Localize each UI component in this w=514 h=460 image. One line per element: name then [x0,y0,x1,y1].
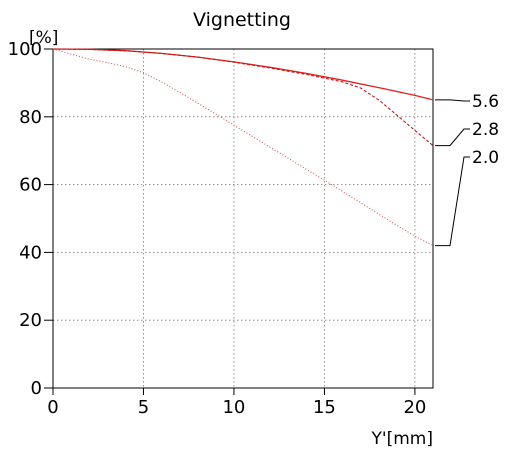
plot-frame [52,48,434,389]
x-tick-label: 0 [47,397,58,418]
grid-lines [53,49,433,388]
legend-leader-line [435,128,470,147]
y-axis-label: [%] [29,28,58,48]
x-tick-label: 10 [222,397,245,418]
legend-label: 2.8 [472,120,499,140]
legend-label: 5.6 [472,92,499,112]
series-line-5-6 [52,48,434,101]
y-tick-label: 20 [19,310,42,331]
y-tick-label: 0 [31,378,42,399]
chart-title: Vignetting [193,9,291,31]
tick-labels: 0 5 10 15 20 0 20 40 60 80 100 [8,39,427,418]
legend-label: 2.0 [472,148,499,168]
x-tick-label: 15 [313,397,336,418]
y-tick-label: 80 [19,107,42,128]
axes [44,48,434,395]
legend-leader-line [435,156,470,247]
series-lines [52,48,434,247]
legend: 5.6 2.8 2.0 [435,92,499,247]
x-tick-label: 20 [403,397,426,418]
x-axis-label: Y'[mm] [371,429,433,449]
x-tick-label: 5 [138,397,149,418]
y-tick-label: 40 [19,242,42,263]
series-line-2-8 [52,48,434,147]
y-tick-label: 100 [8,39,42,60]
y-tick-label: 60 [19,175,42,196]
legend-leader-line [435,99,470,102]
series-line-2-0 [52,48,434,247]
